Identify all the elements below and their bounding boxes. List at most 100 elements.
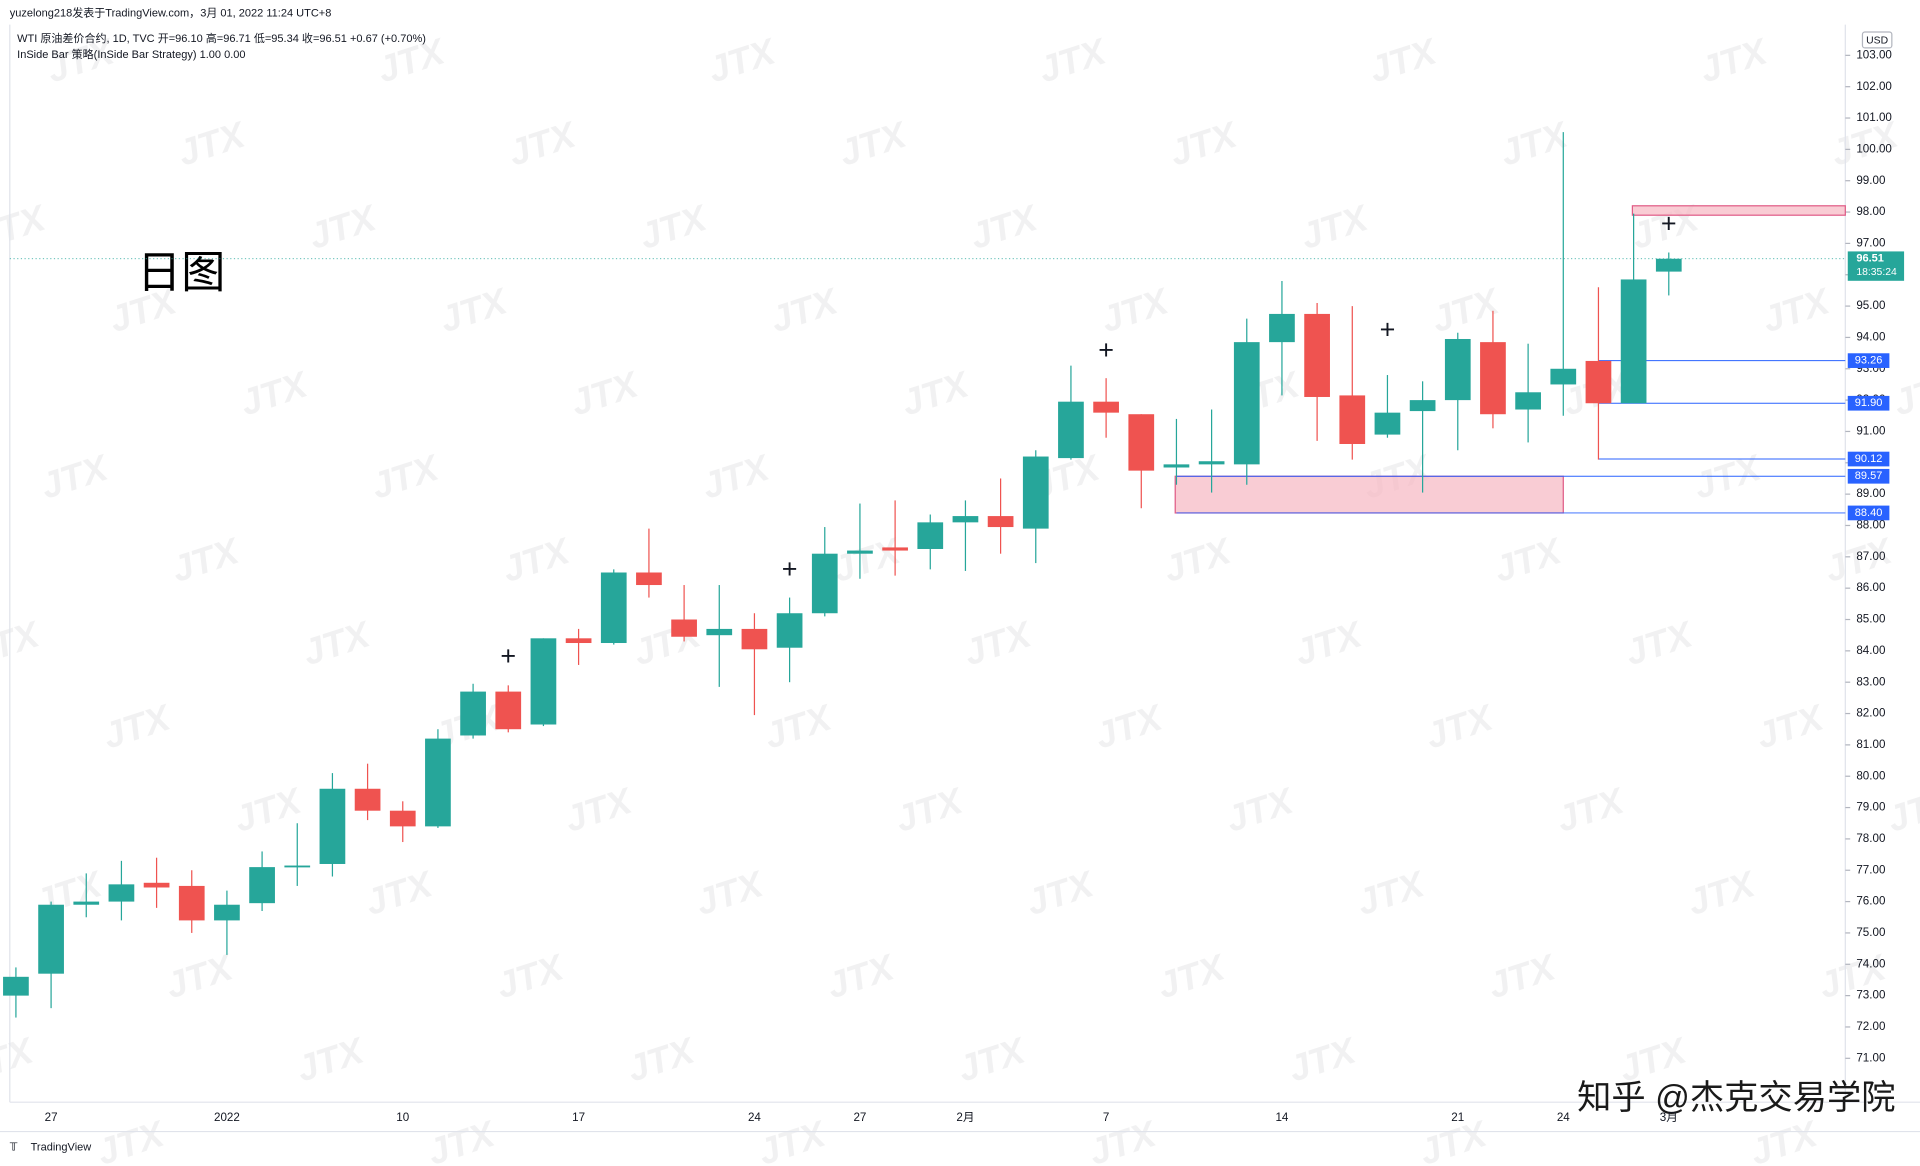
candle-body	[1585, 360, 1612, 404]
x-tick-label: 7	[1103, 1111, 1109, 1124]
candle-body	[1198, 461, 1225, 465]
candle-body	[1620, 279, 1647, 404]
strategy-marker: +	[500, 641, 516, 671]
candle-body	[1515, 392, 1541, 410]
level-badge	[1847, 505, 1890, 521]
y-tick-label: 84.00	[1856, 644, 1886, 657]
y-tick-label: 82.00	[1856, 707, 1886, 720]
last-price-label: 96.51	[1856, 253, 1884, 265]
candle-body	[811, 553, 838, 614]
y-tick-label: 76.00	[1856, 895, 1886, 908]
candle-body	[214, 904, 240, 921]
x-tick-label: 3月	[1660, 1111, 1678, 1124]
candle-body	[1163, 464, 1190, 468]
x-tick-label: 27	[853, 1111, 866, 1124]
zone	[1631, 205, 1846, 216]
candle-body	[1022, 456, 1049, 529]
candle-body	[284, 865, 311, 868]
countdown: 18:35:24	[1856, 267, 1897, 278]
annotation: 日图	[137, 248, 225, 297]
x-tick-label: 21	[1451, 1111, 1464, 1124]
y-tick-label: 101.00	[1856, 111, 1892, 124]
strategy-marker: +	[1380, 314, 1396, 344]
candle-body	[987, 516, 1014, 528]
level-badge	[1847, 395, 1890, 411]
candle-body	[530, 638, 557, 725]
candle-body	[917, 522, 944, 549]
y-tick-label: 72.00	[1856, 1020, 1886, 1033]
level-badge	[1847, 468, 1890, 484]
candle-body	[565, 638, 592, 644]
candle-body	[636, 572, 662, 586]
candle-body	[1304, 313, 1330, 397]
candle-body	[178, 885, 205, 921]
candle-body	[776, 613, 803, 648]
strategy-marker: +	[782, 554, 798, 584]
x-tick-label: 2月	[956, 1111, 974, 1124]
candle-body	[108, 884, 135, 902]
strategy-legend: InSide Bar 策略(InSide Bar Strategy) 1.00 …	[17, 47, 245, 61]
x-tick-label: 14	[1275, 1111, 1288, 1124]
level-label: 88.40	[1855, 507, 1883, 519]
strategy-marker: +	[1661, 209, 1677, 239]
candle-body	[425, 738, 451, 827]
y-tick-label: 77.00	[1856, 863, 1886, 876]
plot: 71.00 72.00 73.00 74.00 75.00 76.00 77.00 78.00…	[3, 48, 1905, 1124]
candle-body	[38, 904, 64, 974]
candle-body	[1374, 412, 1401, 435]
y-tick-label: 74.00	[1856, 957, 1886, 970]
candle-body	[1655, 258, 1682, 272]
level-badge	[1847, 451, 1890, 467]
x-tick-label: 24	[748, 1111, 761, 1124]
credit: 知乎 @杰克交易学院	[1577, 1079, 1895, 1117]
x-tick-label: 10	[396, 1111, 409, 1124]
x-tick-label: 17	[572, 1111, 585, 1124]
x-tick-label: 2022	[214, 1111, 240, 1124]
candle-body	[460, 691, 486, 736]
candle-body	[495, 691, 522, 730]
y-tick-label: 73.00	[1856, 989, 1886, 1002]
candle-body	[319, 788, 346, 864]
y-tick-label: 97.00	[1856, 236, 1886, 249]
candle-body	[389, 810, 416, 827]
publisher: yuzelong218发表于TradingView.com，3月 01, 202…	[10, 6, 332, 20]
candle-body	[1058, 401, 1084, 459]
symbol-legend: WTI 原油差价合约, 1D, TVC 开=96.10 高=96.71 低=95…	[17, 31, 426, 45]
level-badge	[1847, 353, 1890, 368]
candle-body	[706, 628, 733, 636]
candle-body	[1269, 313, 1295, 343]
candle-body	[3, 976, 29, 996]
candle-body	[249, 867, 275, 904]
x-tick-label: 24	[1557, 1111, 1570, 1124]
candle-body	[1233, 342, 1260, 465]
y-tick-label: 94.00	[1856, 331, 1886, 344]
candle-body	[600, 572, 627, 644]
level-label: 90.12	[1855, 453, 1883, 465]
y-tick-label: 91.00	[1856, 425, 1886, 438]
y-tick-label: 95.00	[1856, 299, 1886, 312]
y-tick-label: 99.00	[1856, 174, 1886, 187]
y-tick-label: 85.00	[1856, 613, 1886, 626]
y-tick-label: 89.00	[1856, 487, 1886, 500]
y-tick-label: 98.00	[1856, 205, 1886, 218]
y-tick-label: 81.00	[1856, 738, 1886, 751]
candle-body	[143, 882, 170, 888]
level-label: 89.57	[1855, 470, 1883, 482]
zone	[1174, 475, 1564, 514]
candle-body	[1128, 414, 1155, 471]
y-tick-label: 83.00	[1856, 675, 1886, 688]
candle-body	[741, 628, 768, 650]
candle-body	[952, 516, 979, 523]
candle-body	[1093, 401, 1119, 413]
candle-body	[73, 901, 100, 905]
last-price-badge	[1847, 251, 1905, 281]
y-tick-label: 75.00	[1856, 926, 1886, 939]
candle-body	[1339, 395, 1366, 444]
y-tick-label: 71.00	[1856, 1051, 1886, 1064]
y-tick-label: 102.00	[1856, 80, 1892, 93]
strategy-marker: +	[1098, 335, 1114, 365]
candle-body	[354, 788, 381, 811]
currency: USD	[1866, 35, 1888, 46]
